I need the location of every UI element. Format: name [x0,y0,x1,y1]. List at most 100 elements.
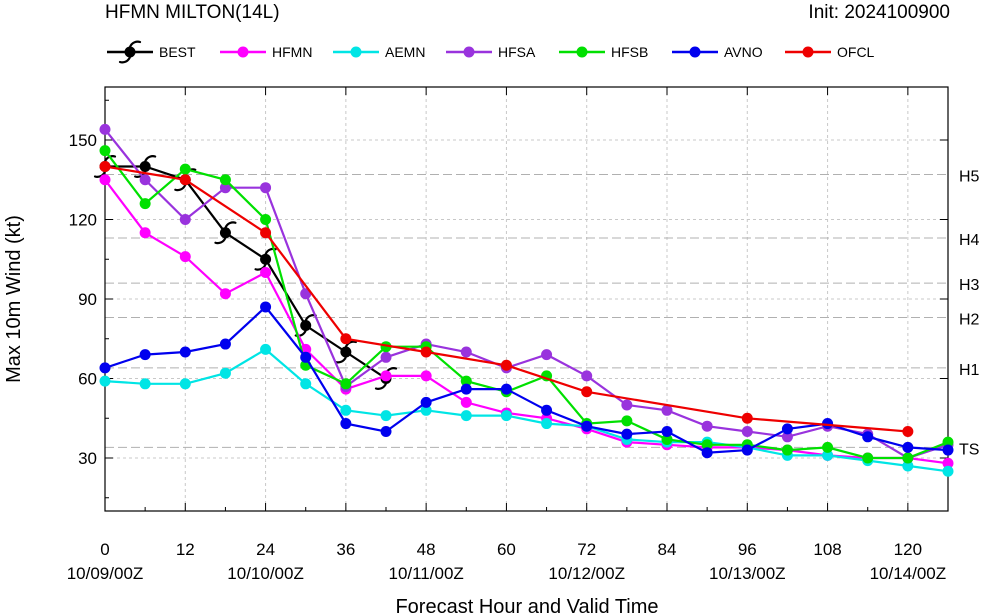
hurricane-symbol-eye [139,161,151,172]
x-date-label: 10/09/00Z [67,564,144,583]
legend-item-hfmn: HFMN [220,44,312,60]
data-point-hfsb [781,444,793,456]
x-tick-label: 60 [497,540,516,559]
hurricane-symbol-marker [294,314,317,337]
data-point-avno [99,362,111,374]
x-date-label: 10/13/00Z [709,564,786,583]
threshold-label: H4 [959,232,980,249]
data-point-aemn [902,460,914,472]
data-point-hfsa [139,174,151,186]
x-tick-label: 96 [738,540,757,559]
data-point-ofcl [500,359,512,371]
data-point-hfsa [661,404,673,416]
data-point-hfsb [902,452,914,464]
data-point-aemn [822,449,834,461]
data-point-hfmn [380,370,392,382]
data-point-ofcl [340,333,352,345]
data-point-aemn [99,375,111,387]
series-line-hfsb [104,149,949,460]
data-point-aemn [340,404,352,416]
data-point-hfsa [179,214,191,225]
data-point-hfmn [942,457,954,469]
data-point-hfsb [822,441,834,453]
threshold-label: H1 [959,362,980,379]
data-point-aemn [219,367,231,379]
legend-item-aemn: AEMN [333,44,425,60]
data-point-avno [460,383,472,395]
data-point-hfmn [420,370,432,382]
data-point-hfsb [179,163,191,175]
data-point-avno [500,383,512,395]
data-point-avno [942,444,954,456]
data-point-hfsb [139,198,151,210]
legend-label: AEMN [385,44,425,60]
series-avno [99,301,954,459]
y-tick-label: 150 [69,131,97,150]
data-point-hfsb [219,174,231,186]
data-point-hfsb [621,415,633,427]
legend-item-best: BEST [107,40,196,64]
data-point-avno [701,447,713,459]
data-point-hfsa [781,431,793,443]
data-point-avno [300,351,312,363]
data-point-hfsb [260,214,272,225]
data-point-aemn [541,418,553,430]
series-aemn [99,343,954,477]
legend-swatch-marker [350,46,362,58]
data-point-avno [902,441,914,453]
legend-label: BEST [159,44,196,60]
data-point-aemn [420,404,432,416]
legend-swatch-marker [576,46,588,58]
series-ofcl [99,161,914,437]
x-date-label: 10/10/00Z [227,564,304,583]
data-point-hfsb [340,378,352,390]
data-point-hfsa [99,123,111,135]
data-point-avno [340,418,352,430]
data-point-aemn [500,410,512,422]
series-best [93,155,398,390]
data-point-avno [179,346,191,358]
hurricane-symbol-arms [214,221,237,245]
data-point-ofcl [179,174,191,186]
x-tick-label: 12 [176,540,195,559]
y-tick-label: 30 [78,449,97,468]
data-point-hfsb [701,439,713,451]
x-tick-label: 36 [336,540,355,559]
legend-label: HFSB [611,44,648,60]
data-point-hfmn [260,267,272,278]
x-date-label: 10/11/00Z [388,564,463,583]
y-axis-label: Max 10m Wind (kt) [3,215,25,383]
legend-item-avno: AVNO [672,44,763,60]
data-point-avno [260,301,272,313]
x-tick-label: 120 [894,540,922,559]
data-point-hfsa [621,399,633,411]
data-point-aemn [139,378,151,390]
legend-label: OFCL [837,44,875,60]
x-date-label: 10/14/00Z [870,564,947,583]
data-point-avno [420,396,432,408]
data-point-hfsa [260,182,272,194]
data-point-aemn [179,378,191,390]
hurricane-symbol-eye [340,346,352,358]
data-point-hfsb [99,145,111,157]
legend-swatch-marker [237,46,249,58]
data-point-avno [781,423,793,435]
series-group [93,123,954,477]
hurricane-symbol-marker [118,40,142,64]
x-axis-label: Forecast Hour and Valid Time [395,596,658,616]
series-hfsb [99,145,954,464]
legend: BEST HFMN AEMN HFSA HFSB AVNO OFCL [107,40,875,64]
y-tick-label: 60 [78,370,97,389]
x-tick-label: 108 [813,540,841,559]
legend-swatch-marker [802,46,814,58]
data-point-hfsa [701,420,713,432]
data-point-ofcl [99,161,111,172]
hurricane-symbol-eye [124,46,136,58]
data-point-hfsa [541,349,553,361]
data-point-avno [541,404,553,416]
hurricane-symbol-marker [254,247,277,271]
hurricane-symbol-eye [300,320,312,331]
data-point-avno [862,431,874,443]
axis-ticks: 0 12 24 36 48 60 72 84 96 108 120 10/09/00Z 10/10/00… [67,87,948,583]
